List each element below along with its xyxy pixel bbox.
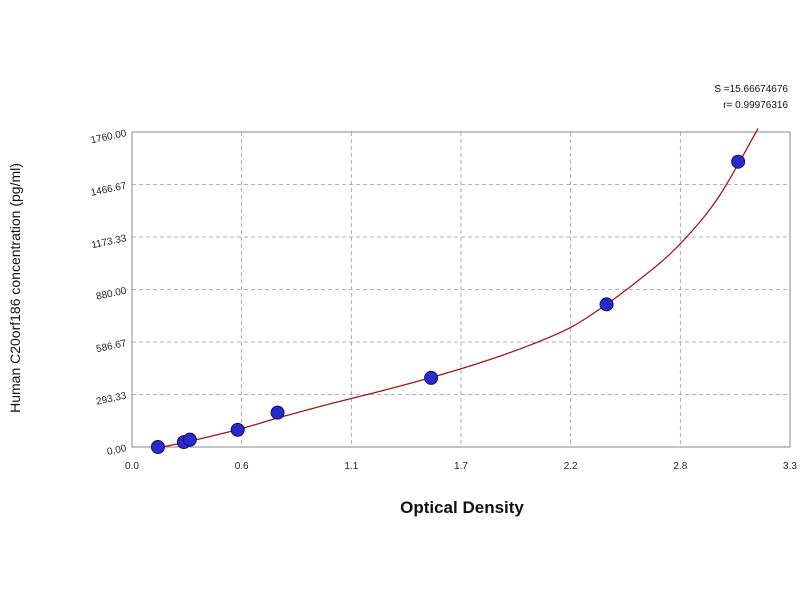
x-tick-label: 0.0 bbox=[125, 461, 139, 472]
x-tick-label: 3.3 bbox=[783, 461, 797, 472]
y-axis-title: Human C20orf186 concentration (pg/ml) bbox=[7, 163, 23, 413]
data-points bbox=[150, 154, 746, 454]
x-axis-title: Optical Density bbox=[400, 498, 524, 517]
stat-s-value: S =15.66674676 bbox=[714, 84, 788, 95]
data-point bbox=[230, 422, 245, 437]
grid-lines bbox=[132, 132, 790, 447]
x-tick-label: 0.6 bbox=[235, 461, 249, 472]
data-point bbox=[731, 154, 746, 169]
data-point bbox=[150, 440, 165, 454]
y-tick-label: 0.00 bbox=[106, 443, 128, 458]
x-tick-label: 2.8 bbox=[673, 461, 687, 472]
data-point bbox=[599, 297, 614, 312]
data-point bbox=[424, 370, 439, 385]
data-point bbox=[270, 405, 285, 420]
x-tick-label: 1.7 bbox=[454, 461, 468, 472]
x-tick-label: 1.1 bbox=[344, 461, 358, 472]
stat-r-value: r= 0.99976316 bbox=[723, 100, 788, 111]
x-axis-ticks: 0.0 0.6 1.1 1.7 2.2 2.8 3.3 bbox=[125, 461, 797, 472]
x-tick-label: 2.2 bbox=[564, 461, 578, 472]
data-point bbox=[182, 432, 197, 447]
